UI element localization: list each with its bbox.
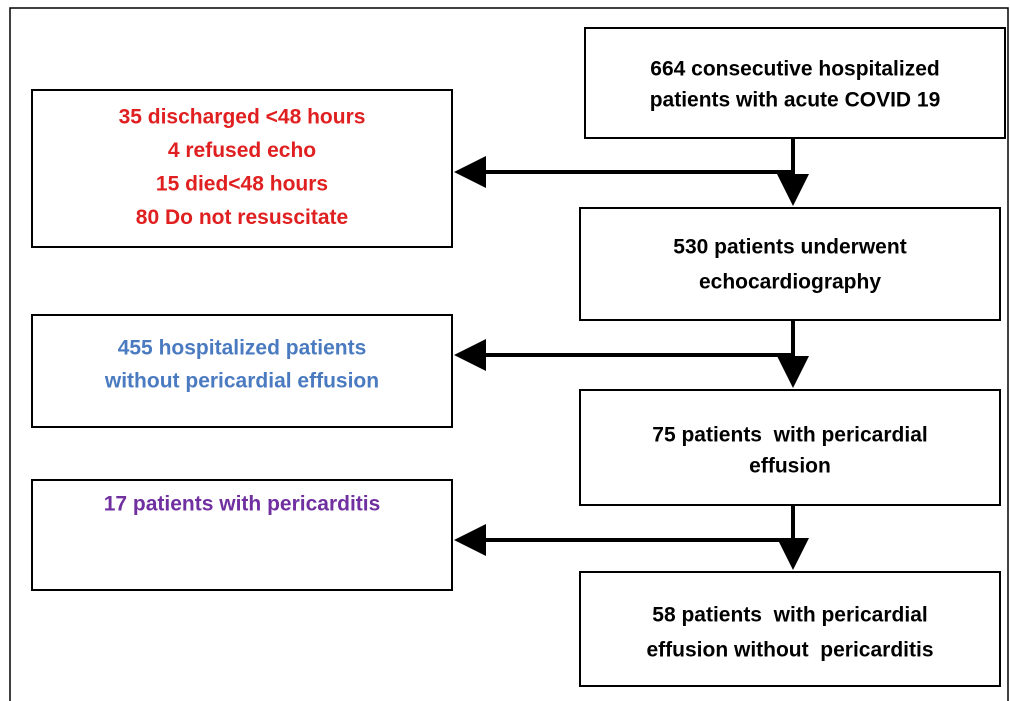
box-text: 530 patients underwent	[673, 236, 906, 259]
box-text: without pericardial effusion	[104, 370, 379, 393]
box-text: 664 consecutive hospitalized	[650, 58, 939, 81]
flow-box	[579, 207, 1001, 321]
flow-box	[31, 479, 453, 591]
flow-box	[31, 314, 453, 428]
flow-box	[579, 389, 1001, 506]
box-text: effusion without pericarditis	[646, 639, 933, 662]
box-text: 75 patients with pericardial	[652, 424, 927, 447]
box-text: 15 died<48 hours	[156, 173, 328, 196]
box-text: 35 discharged <48 hours	[119, 106, 366, 129]
box-text: echocardiography	[699, 271, 881, 294]
box-text: 80 Do not resuscitate	[136, 206, 348, 229]
box-text: 4 refused echo	[168, 139, 316, 162]
flow-box	[584, 27, 1006, 139]
box-text: 17 patients with pericarditis	[104, 493, 381, 516]
frame	[9, 7, 1009, 701]
connectors	[454, 138, 809, 570]
box-text: patients with acute COVID 19	[650, 89, 941, 112]
flow-box	[31, 89, 453, 248]
box-text: 455 hospitalized patients	[118, 337, 367, 360]
box-text: 58 patients with pericardial	[652, 604, 927, 627]
flow-box	[579, 571, 1001, 687]
box-text: effusion	[749, 455, 831, 478]
